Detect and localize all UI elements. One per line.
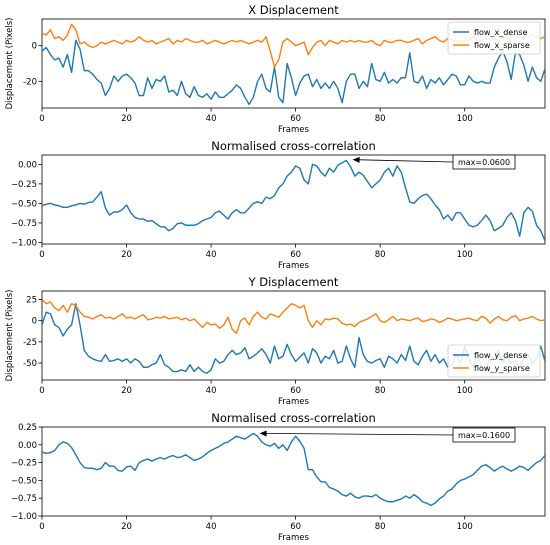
plot-area-frame <box>41 154 546 245</box>
y-tick-label: −0.25 <box>11 180 37 190</box>
legend-label: flow_y_sparse <box>474 364 530 373</box>
max-annotation: max=0.1600 <box>259 427 516 443</box>
x-tick-label: 0 <box>39 114 44 124</box>
y-tick-label: 0 <box>32 42 37 52</box>
x-tick-label: 100 <box>457 386 473 396</box>
x-tick-label: 80 <box>375 114 386 124</box>
x-tick-label: 40 <box>206 386 217 396</box>
legend-label: flow_x_dense <box>474 28 527 37</box>
y-tick-label: −1.00 <box>11 512 37 522</box>
x-tick-label: 100 <box>457 114 473 124</box>
x-tick-label: 20 <box>121 250 132 260</box>
y-tick-label: 0 <box>32 317 37 327</box>
y-cross-correlation-panel: Normalised cross-correlation 0 20 40 60 80 100… <box>11 411 546 543</box>
series-group <box>42 159 545 242</box>
x-tick-label: 20 <box>121 114 132 124</box>
x-tick-label: 60 <box>290 114 301 124</box>
max-annotation: max=0.0600 <box>352 154 516 170</box>
x-tick-label: 20 <box>121 386 132 396</box>
x-cross-correlation-panel: Normalised cross-correlation 0 20 40 60 80 100… <box>11 139 546 271</box>
legend-label: flow_y_dense <box>474 351 527 360</box>
legend-box <box>447 21 541 55</box>
x-tick-label: 60 <box>290 250 301 260</box>
y-tick-label: -50 <box>23 359 37 369</box>
y-tick-label: −0.25 <box>11 459 37 469</box>
y-tick-label: 0.00 <box>18 441 37 451</box>
x-tick-label: 60 <box>290 386 301 396</box>
legend: flow_x_dense flow_x_sparse <box>447 21 541 55</box>
series-line-flow_x_dense <box>42 39 545 106</box>
y-tick-label: −0.75 <box>11 219 37 229</box>
y-tick-label: −0.50 <box>11 199 37 209</box>
x-tick-label: 100 <box>457 250 473 260</box>
x-tick-label: 40 <box>206 522 217 532</box>
y-tick-label: −0.50 <box>11 476 37 486</box>
y-tick-label: 25 <box>26 295 37 305</box>
x-tick-label: 0 <box>39 386 44 396</box>
annotation-arrowhead <box>352 156 360 163</box>
x-tick-label: 40 <box>206 114 217 124</box>
annotation-arrow <box>355 159 454 163</box>
series-group <box>42 432 545 507</box>
annotation-arrow <box>262 433 454 436</box>
x-axis-label: Frames <box>278 125 309 135</box>
legend-box <box>447 344 541 378</box>
chart-title: X Displacement <box>248 3 339 17</box>
y-tick-label: −0.75 <box>11 494 37 504</box>
x-axis-label: Frames <box>278 261 309 271</box>
chart-title: Normalised cross-correlation <box>211 139 376 153</box>
chart-title: Normalised cross-correlation <box>211 411 376 425</box>
plot-area-frame <box>41 426 546 517</box>
y-axis-label: Displacement (Pixels) <box>5 18 15 110</box>
x-tick-label: 40 <box>206 250 217 260</box>
annotation-box <box>452 154 516 170</box>
x-tick-label: 0 <box>39 522 44 532</box>
legend: flow_y_dense flow_y_sparse <box>447 344 541 378</box>
x-tick-label: 20 <box>121 522 132 532</box>
x-tick-label: 80 <box>375 522 386 532</box>
series-line-correlation <box>42 432 545 507</box>
x-tick-label: 80 <box>375 386 386 396</box>
y-tick-label: 0.00 <box>18 160 37 170</box>
series-line-flow_y_sparse <box>42 298 545 335</box>
y-tick-label: -20 <box>23 77 37 87</box>
annotation-text: max=0.1600 <box>458 431 510 440</box>
x-tick-label: 80 <box>375 250 386 260</box>
y-tick-label: -25 <box>23 338 37 348</box>
y-axis-label: Displacement (Pixels) <box>5 290 15 382</box>
x-axis-label: Frames <box>278 397 309 407</box>
legend-label: flow_x_sparse <box>474 41 530 50</box>
x-tick-label: 0 <box>39 250 44 260</box>
chart-title: Y Displacement <box>248 275 339 289</box>
x-tick-label: 100 <box>457 522 473 532</box>
plot-area-frame <box>41 18 546 109</box>
annotation-arrowhead <box>259 430 267 437</box>
y-tick-label: −1.00 <box>11 238 37 248</box>
x-displacement-panel: X Displacement 0 20 40 60 80 100 Frames 0 -20 Disp… <box>5 3 546 135</box>
x-tick-label: 60 <box>290 522 301 532</box>
y-tick-label: 0.25 <box>18 423 37 433</box>
annotation-text: max=0.0600 <box>458 158 510 167</box>
plot-area-frame <box>41 290 546 381</box>
y-displacement-panel: Y Displacement 0 20 40 60 80 100 Frames 25 0 -25 -5… <box>5 275 546 407</box>
x-axis-label: Frames <box>278 533 309 543</box>
annotation-box <box>452 427 516 443</box>
series-line-correlation <box>42 159 545 242</box>
